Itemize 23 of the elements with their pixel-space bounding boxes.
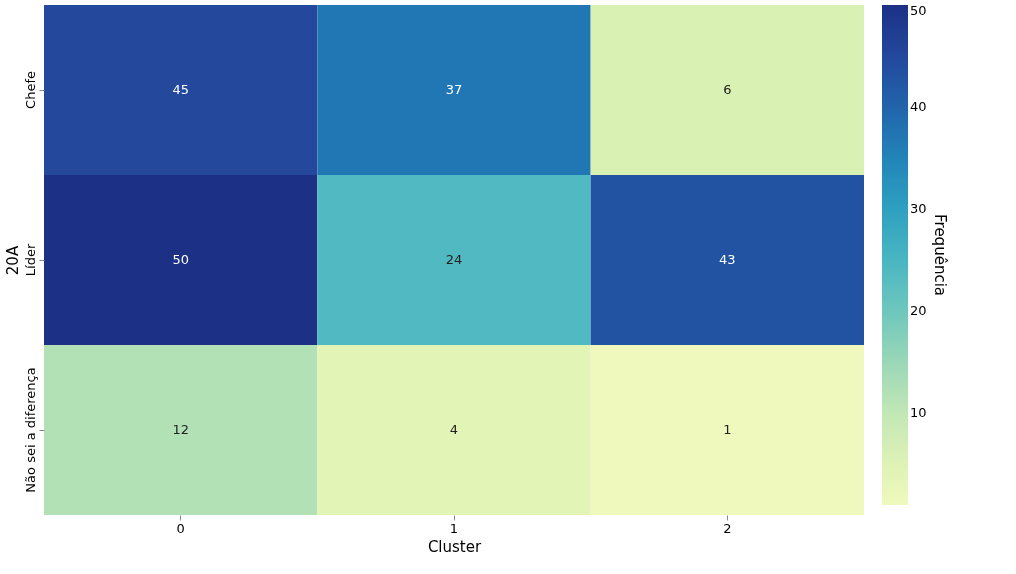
- y-tick-label: Líder: [22, 243, 38, 277]
- data-label: 37: [445, 82, 463, 97]
- data-label: 12: [172, 422, 189, 437]
- x-axis-title: Cluster: [427, 537, 482, 556]
- data-label: 50: [172, 252, 189, 267]
- y-tick-label: Chefe: [22, 71, 38, 109]
- data-label: 45: [172, 82, 189, 97]
- y-axis-title: 20A: [3, 245, 22, 276]
- y-tick-label: Não sei a diferença: [22, 367, 38, 493]
- data-label: 6: [723, 82, 732, 97]
- color-bar-label: 30: [910, 201, 927, 217]
- data-label: 1: [723, 422, 732, 437]
- color-bar-label: 50: [910, 3, 927, 18]
- x-tick-label: 0: [176, 520, 185, 536]
- x-tick-label: 2: [723, 520, 732, 536]
- data-label: 24: [445, 252, 463, 267]
- data-label: 4: [449, 422, 459, 437]
- x-tick-label: 1: [449, 520, 459, 536]
- color-bar-title: Frequência: [931, 214, 949, 296]
- color-bar-label: 10: [910, 405, 927, 421]
- color-bar-label: 20: [910, 303, 927, 319]
- color-bar-label: 40: [910, 99, 927, 115]
- data-label: 43: [719, 252, 736, 267]
